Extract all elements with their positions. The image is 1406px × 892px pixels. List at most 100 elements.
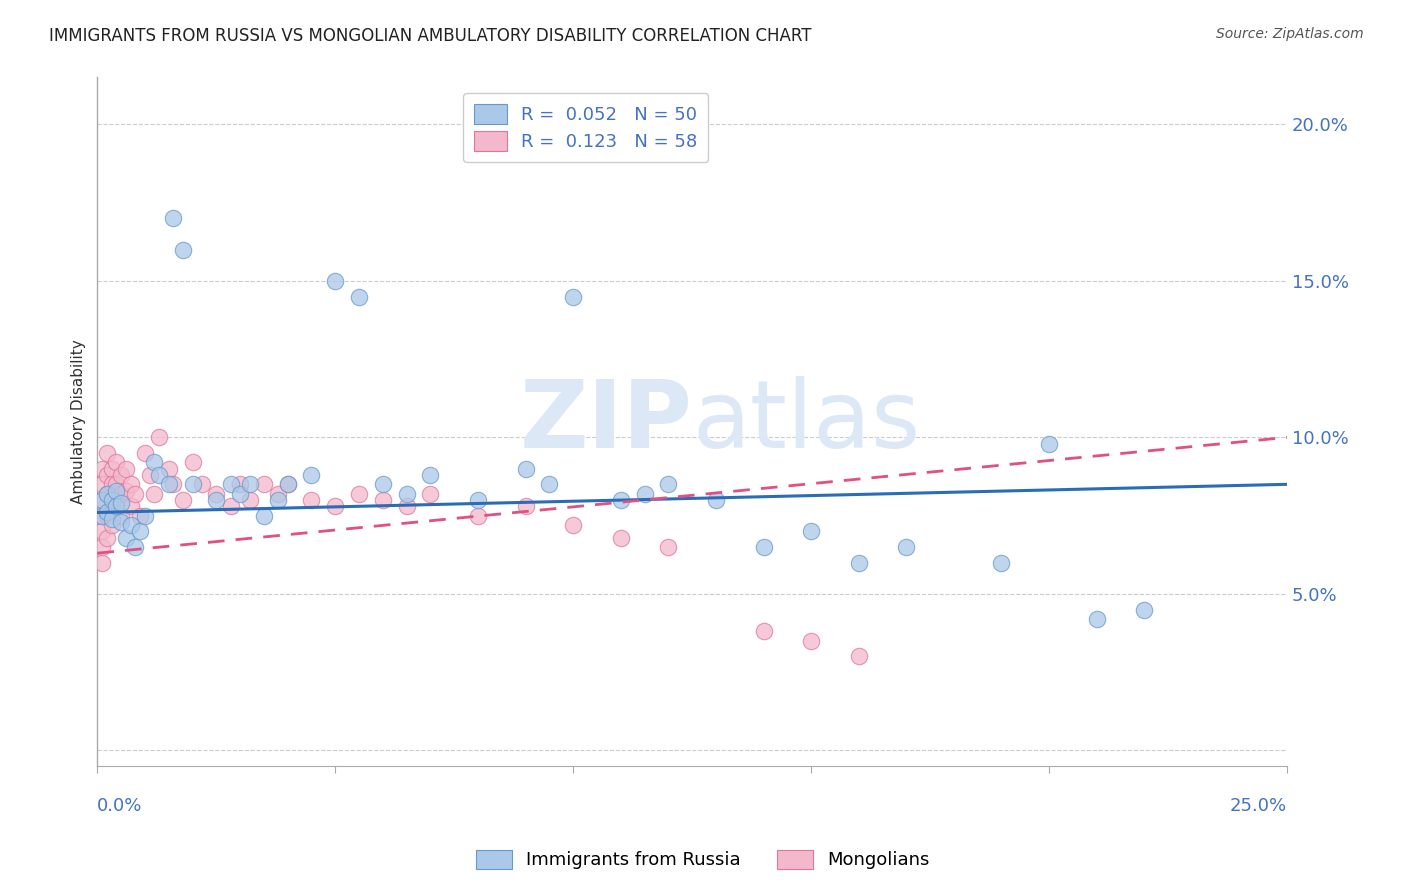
Point <box>239 477 262 491</box>
Point <box>419 467 441 482</box>
Point <box>419 486 441 500</box>
Point <box>239 493 262 508</box>
Point <box>100 493 122 508</box>
Point <box>562 289 585 303</box>
Point <box>91 493 114 508</box>
Point <box>143 455 166 469</box>
Point <box>110 467 132 482</box>
Point <box>96 508 118 523</box>
Point <box>323 500 346 514</box>
Point <box>91 461 114 475</box>
Point <box>100 477 122 491</box>
Legend: Immigrants from Russia, Mongolians: Immigrants from Russia, Mongolians <box>467 840 939 879</box>
Point <box>229 486 252 500</box>
Point <box>91 524 114 539</box>
Point <box>115 531 138 545</box>
Point <box>610 531 633 545</box>
Point <box>172 493 194 508</box>
Text: ZIP: ZIP <box>519 376 692 467</box>
Point <box>110 515 132 529</box>
Point <box>562 518 585 533</box>
Point <box>848 556 870 570</box>
Point <box>96 446 118 460</box>
Point <box>800 633 823 648</box>
Point <box>143 486 166 500</box>
Point <box>96 467 118 482</box>
Point <box>633 486 655 500</box>
Point <box>610 493 633 508</box>
Point <box>124 486 146 500</box>
Point <box>371 493 394 508</box>
Point <box>134 446 156 460</box>
Point <box>990 556 1012 570</box>
Point <box>134 508 156 523</box>
Point <box>124 540 146 554</box>
Point <box>253 477 276 491</box>
Point <box>120 477 142 491</box>
Point <box>91 508 114 523</box>
Legend: R =  0.052   N = 50, R =  0.123   N = 58: R = 0.052 N = 50, R = 0.123 N = 58 <box>463 94 709 162</box>
Point <box>120 500 142 514</box>
Point <box>100 500 122 514</box>
Point <box>96 486 118 500</box>
Point <box>395 486 418 500</box>
Point <box>467 508 489 523</box>
Point <box>752 540 775 554</box>
Point <box>96 486 118 500</box>
Point <box>172 243 194 257</box>
Point <box>105 477 128 491</box>
Point <box>800 524 823 539</box>
Text: atlas: atlas <box>692 376 921 467</box>
Text: 25.0%: 25.0% <box>1230 797 1286 814</box>
Point <box>848 649 870 664</box>
Point <box>301 493 323 508</box>
Point <box>91 477 114 491</box>
Point <box>277 477 299 491</box>
Point <box>1085 612 1108 626</box>
Point <box>267 493 290 508</box>
Point <box>91 508 114 523</box>
Point <box>205 493 228 508</box>
Point <box>752 624 775 639</box>
Point <box>105 483 128 498</box>
Point <box>515 500 537 514</box>
Point <box>1038 436 1060 450</box>
Point <box>657 477 679 491</box>
Point <box>138 467 160 482</box>
Point <box>515 461 537 475</box>
Text: 0.0%: 0.0% <box>97 797 143 814</box>
Point <box>347 486 370 500</box>
Text: Source: ZipAtlas.com: Source: ZipAtlas.com <box>1216 27 1364 41</box>
Point <box>96 506 118 520</box>
Point <box>120 518 142 533</box>
Point <box>253 508 276 523</box>
Point <box>148 430 170 444</box>
Point <box>538 477 561 491</box>
Point <box>100 512 122 526</box>
Point <box>277 477 299 491</box>
Point <box>301 467 323 482</box>
Point <box>115 483 138 498</box>
Point <box>323 274 346 288</box>
Point <box>219 500 242 514</box>
Point <box>110 486 132 500</box>
Point <box>91 493 114 508</box>
Point <box>704 493 727 508</box>
Point <box>467 493 489 508</box>
Point <box>205 486 228 500</box>
Point <box>371 477 394 491</box>
Point <box>395 500 418 514</box>
Point <box>105 500 128 514</box>
Point <box>129 524 152 539</box>
Point <box>91 556 114 570</box>
Point <box>181 477 204 491</box>
Point <box>157 477 180 491</box>
Point <box>267 486 290 500</box>
Point <box>100 461 122 475</box>
Point <box>91 540 114 554</box>
Text: IMMIGRANTS FROM RUSSIA VS MONGOLIAN AMBULATORY DISABILITY CORRELATION CHART: IMMIGRANTS FROM RUSSIA VS MONGOLIAN AMBU… <box>49 27 811 45</box>
Point <box>347 289 370 303</box>
Point <box>162 211 184 226</box>
Point <box>129 508 152 523</box>
Y-axis label: Ambulatory Disability: Ambulatory Disability <box>72 339 86 504</box>
